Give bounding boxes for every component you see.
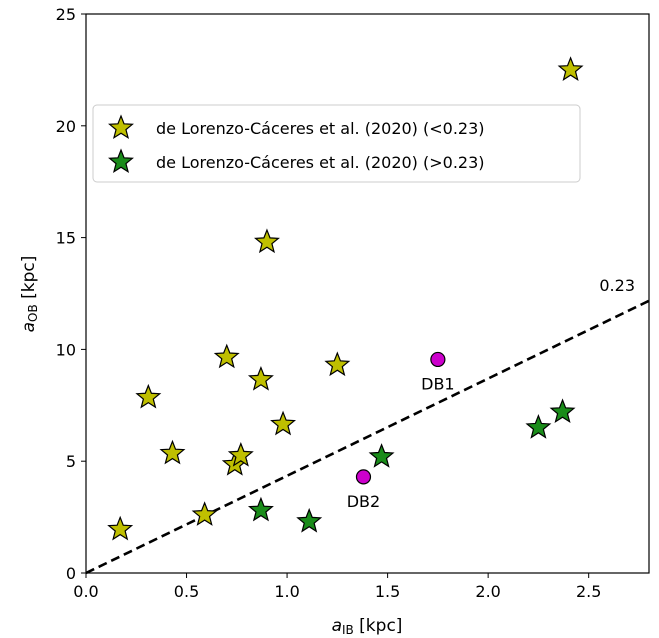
- data-point-yellow-star: [107, 515, 134, 541]
- x-tick-label: 1.5: [375, 582, 400, 601]
- data-point-green-star: [525, 414, 552, 439]
- legend-marker-green-star: [108, 148, 134, 174]
- data-point-green-star: [296, 507, 323, 533]
- highlight-label-db1: DB1: [421, 374, 454, 393]
- plot-frame: [85, 13, 650, 574]
- x-tick-label: 0.0: [73, 582, 98, 601]
- data-point-yellow-star: [227, 441, 254, 467]
- data-point-yellow-star: [253, 228, 280, 254]
- y-tick-label: 5: [66, 452, 76, 471]
- data-point-yellow-star: [159, 439, 186, 465]
- x-tick-label: 2.0: [475, 582, 500, 601]
- data-points: [107, 56, 584, 541]
- legend-marker-yellow-star: [108, 114, 134, 140]
- data-point-yellow-star: [247, 365, 274, 391]
- legend-box: [92, 104, 581, 183]
- y-tick-label: 25: [56, 5, 76, 24]
- highlight-point-db2: [355, 469, 372, 485]
- data-point-green-star: [247, 496, 274, 522]
- data-point-yellow-star: [191, 501, 218, 526]
- x-axis-ticks: 0.0 0.5 1.0 1.5 2.0 2.5: [73, 573, 601, 601]
- data-point-yellow-star: [270, 410, 297, 436]
- data-point-yellow-star: [213, 343, 240, 369]
- highlight-point-db1: [430, 351, 446, 368]
- legend-label-0: de Lorenzo-Cáceres et al. (2020) (<0.23): [156, 119, 485, 138]
- y-tick-label: 15: [56, 229, 76, 248]
- y-tick-label: 0: [66, 564, 76, 583]
- data-point-green-star: [368, 443, 395, 468]
- y-tick-label: 10: [56, 340, 76, 359]
- x-tick-label: 0.5: [174, 582, 199, 601]
- reference-line-label: 0.23: [599, 276, 635, 295]
- reference-line-0-23: [85, 299, 650, 575]
- y-axis-ticks: 0 5 10 15 20 25: [56, 5, 86, 583]
- data-point-green-star: [549, 398, 576, 424]
- y-axis-label: aOB [kpc]: [19, 256, 40, 333]
- highlighted-points: DB1 DB2: [347, 351, 455, 511]
- legend-star-icon: [108, 114, 134, 140]
- legend-label-1: de Lorenzo-Cáceres et al. (2020) (>0.23): [156, 153, 485, 172]
- legend: de Lorenzo-Cáceres et al. (2020) (<0.23)…: [92, 104, 581, 183]
- y-tick-label: 20: [56, 117, 76, 136]
- data-point-yellow-star: [135, 383, 162, 409]
- x-tick-label: 2.5: [576, 582, 601, 601]
- data-point-yellow-star: [324, 351, 351, 377]
- highlight-label-db2: DB2: [347, 492, 380, 511]
- legend-star-icon: [108, 148, 134, 174]
- x-axis-label: aIB [kpc]: [332, 616, 403, 637]
- x-tick-label: 1.0: [274, 582, 299, 601]
- data-point-yellow-star: [557, 56, 584, 81]
